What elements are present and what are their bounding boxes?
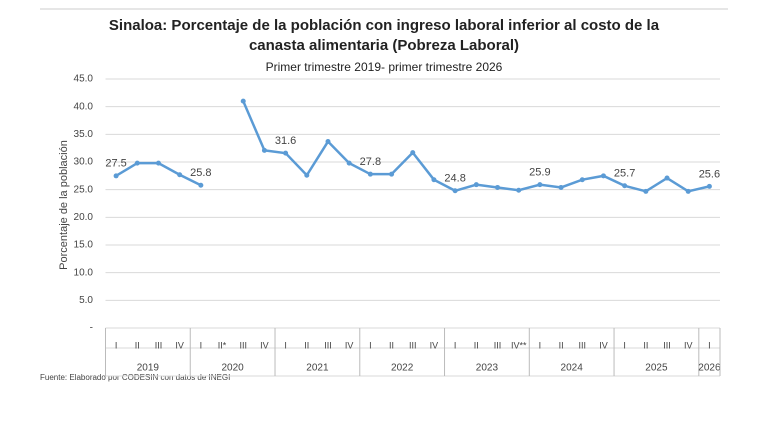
x-tick-label: IV	[345, 340, 354, 350]
year-label: 2026	[698, 363, 721, 374]
x-tick-label: IV	[599, 340, 608, 350]
chart-title: Sinaloa: Porcentaje de la población con …	[108, 17, 660, 54]
point	[622, 183, 628, 189]
point	[325, 139, 331, 145]
year-label: 2019	[137, 363, 160, 374]
x-tick-label: IV**	[511, 340, 527, 350]
year-label: 2024	[561, 363, 584, 374]
x-tick-label: II	[474, 340, 479, 350]
y-tick-label: 15.0	[74, 240, 94, 251]
y-tick-label: -	[90, 323, 93, 334]
data-label: 27.8	[360, 156, 381, 168]
data-label: 25.8	[190, 167, 211, 179]
x-tick-label: IV	[175, 340, 184, 350]
y-tick-label: 25.0	[74, 184, 94, 195]
x-tick-label: I	[539, 340, 542, 350]
y-tick-label: 45.0	[74, 74, 94, 85]
point	[304, 172, 310, 178]
point	[410, 150, 416, 156]
point	[706, 183, 712, 189]
x-tick-label: III	[494, 340, 502, 350]
point	[516, 187, 522, 193]
y-tick-label: 20.0	[74, 212, 94, 223]
y-tick-label: 10.0	[74, 267, 94, 278]
x-tick-label: I	[369, 340, 372, 350]
point	[367, 171, 373, 177]
x-tick-label: I	[708, 340, 711, 350]
y-tick-label: 5.0	[79, 295, 93, 306]
x-tick-label: I	[284, 340, 287, 350]
point	[537, 182, 543, 188]
source-note: Fuente: Elaborado por CODESIN con datos …	[40, 373, 230, 382]
x-tick-label: IV	[430, 340, 439, 350]
y-tick-label: 40.0	[74, 101, 94, 112]
point	[452, 188, 458, 194]
point	[664, 175, 670, 181]
point	[134, 160, 140, 166]
point	[346, 160, 352, 166]
point	[558, 184, 564, 190]
point	[155, 160, 161, 166]
x-tick-label: I	[200, 340, 203, 350]
x-tick-label: I	[454, 340, 457, 350]
point	[685, 188, 691, 194]
point	[113, 173, 119, 179]
x-tick-label: I	[623, 340, 626, 350]
year-label: 2025	[645, 363, 668, 374]
x-tick-label: IV	[684, 340, 693, 350]
x-tick-label: III	[155, 340, 163, 350]
data-label: 25.6	[699, 168, 720, 180]
y-axis-label: Porcentaje de la población	[58, 140, 70, 270]
y-tick-label: 30.0	[74, 157, 94, 168]
y-tick-label: 35.0	[74, 129, 94, 140]
chart-subtitle: Primer trimestre 2019- primer trimestre …	[265, 60, 503, 74]
year-label: 2021	[306, 363, 329, 374]
x-tick-label: IV	[260, 340, 269, 350]
x-tick-label: II*	[218, 340, 227, 350]
year-label: 2023	[476, 363, 499, 374]
point	[240, 98, 246, 104]
point	[283, 150, 289, 156]
data-label: 27.5	[105, 158, 126, 170]
x-tick-label: II	[559, 340, 564, 350]
point	[643, 188, 649, 194]
point	[177, 172, 183, 178]
x-tick-label: III	[663, 340, 671, 350]
x-tick-label: II	[304, 340, 309, 350]
point	[261, 147, 267, 153]
point	[579, 177, 585, 183]
year-label: 2020	[222, 363, 245, 374]
point	[473, 182, 479, 188]
x-tick-label: III	[579, 340, 587, 350]
x-tick-label: II	[135, 340, 140, 350]
point	[389, 171, 395, 177]
data-label: 25.7	[614, 168, 635, 180]
x-tick-label: III	[239, 340, 247, 350]
point	[495, 184, 501, 190]
point	[600, 173, 606, 179]
data-label: 31.6	[275, 135, 296, 147]
x-tick-label: II	[389, 340, 394, 350]
data-label: 25.9	[529, 167, 550, 179]
point	[431, 177, 437, 183]
x-tick-label: III	[324, 340, 332, 350]
x-tick-label: II	[643, 340, 648, 350]
x-tick-label: III	[409, 340, 417, 350]
year-label: 2022	[391, 363, 414, 374]
data-label: 24.8	[444, 173, 465, 185]
x-tick-label: I	[115, 340, 118, 350]
point	[198, 182, 204, 188]
